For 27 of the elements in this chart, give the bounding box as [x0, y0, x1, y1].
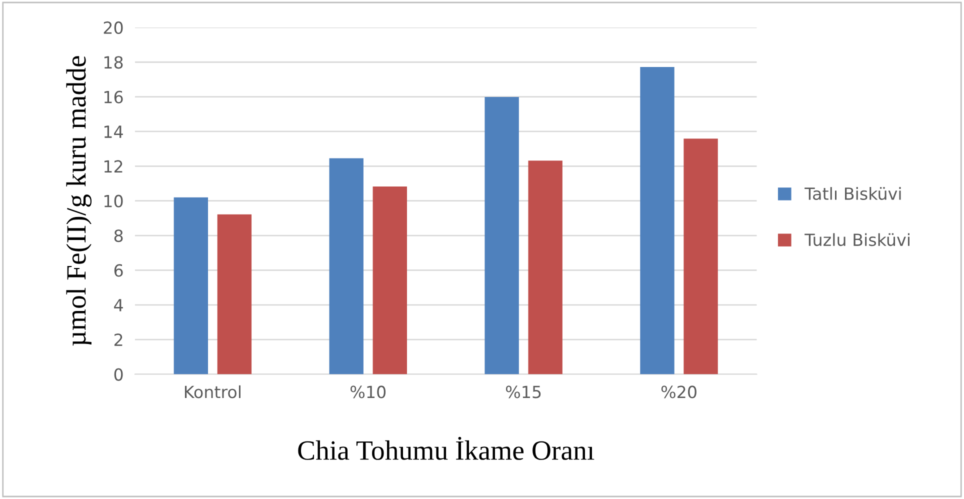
y-tick-label: 10: [104, 194, 123, 208]
legend-label: Tuzlu Bisküvi: [804, 233, 910, 246]
y-axis-title: µmol Fe(II)/g kuru madde: [66, 56, 92, 346]
bar: [217, 214, 252, 374]
y-tick-label: 20: [104, 21, 123, 34]
y-tick-label: 8: [114, 229, 123, 242]
y-tick-label: 16: [104, 90, 123, 104]
y-tick-label: 18: [104, 56, 123, 69]
bar: [329, 158, 364, 374]
y-tick-label: 0: [114, 368, 123, 381]
bar: [640, 66, 674, 374]
y-tick-label: 6: [114, 264, 123, 277]
x-tick-label: %15: [506, 386, 541, 398]
x-tick-label: Kontrol: [184, 385, 240, 398]
y-tick-label: 12: [104, 160, 122, 172]
x-tick-label: %20: [661, 386, 696, 398]
bar: [684, 138, 718, 374]
y-tick-label: 14: [104, 126, 123, 138]
bar: [372, 186, 407, 374]
x-axis-title: Chia Tohumu İkame Oranı: [298, 436, 594, 460]
x-tick-label: %10: [350, 386, 386, 398]
legend-label: Tatlı Bisküvi: [804, 187, 901, 200]
bar: [528, 160, 562, 374]
bar: [174, 197, 208, 374]
bar: [484, 96, 519, 374]
y-tick-label: 4: [114, 299, 123, 312]
y-tick-label: 2: [114, 334, 122, 346]
